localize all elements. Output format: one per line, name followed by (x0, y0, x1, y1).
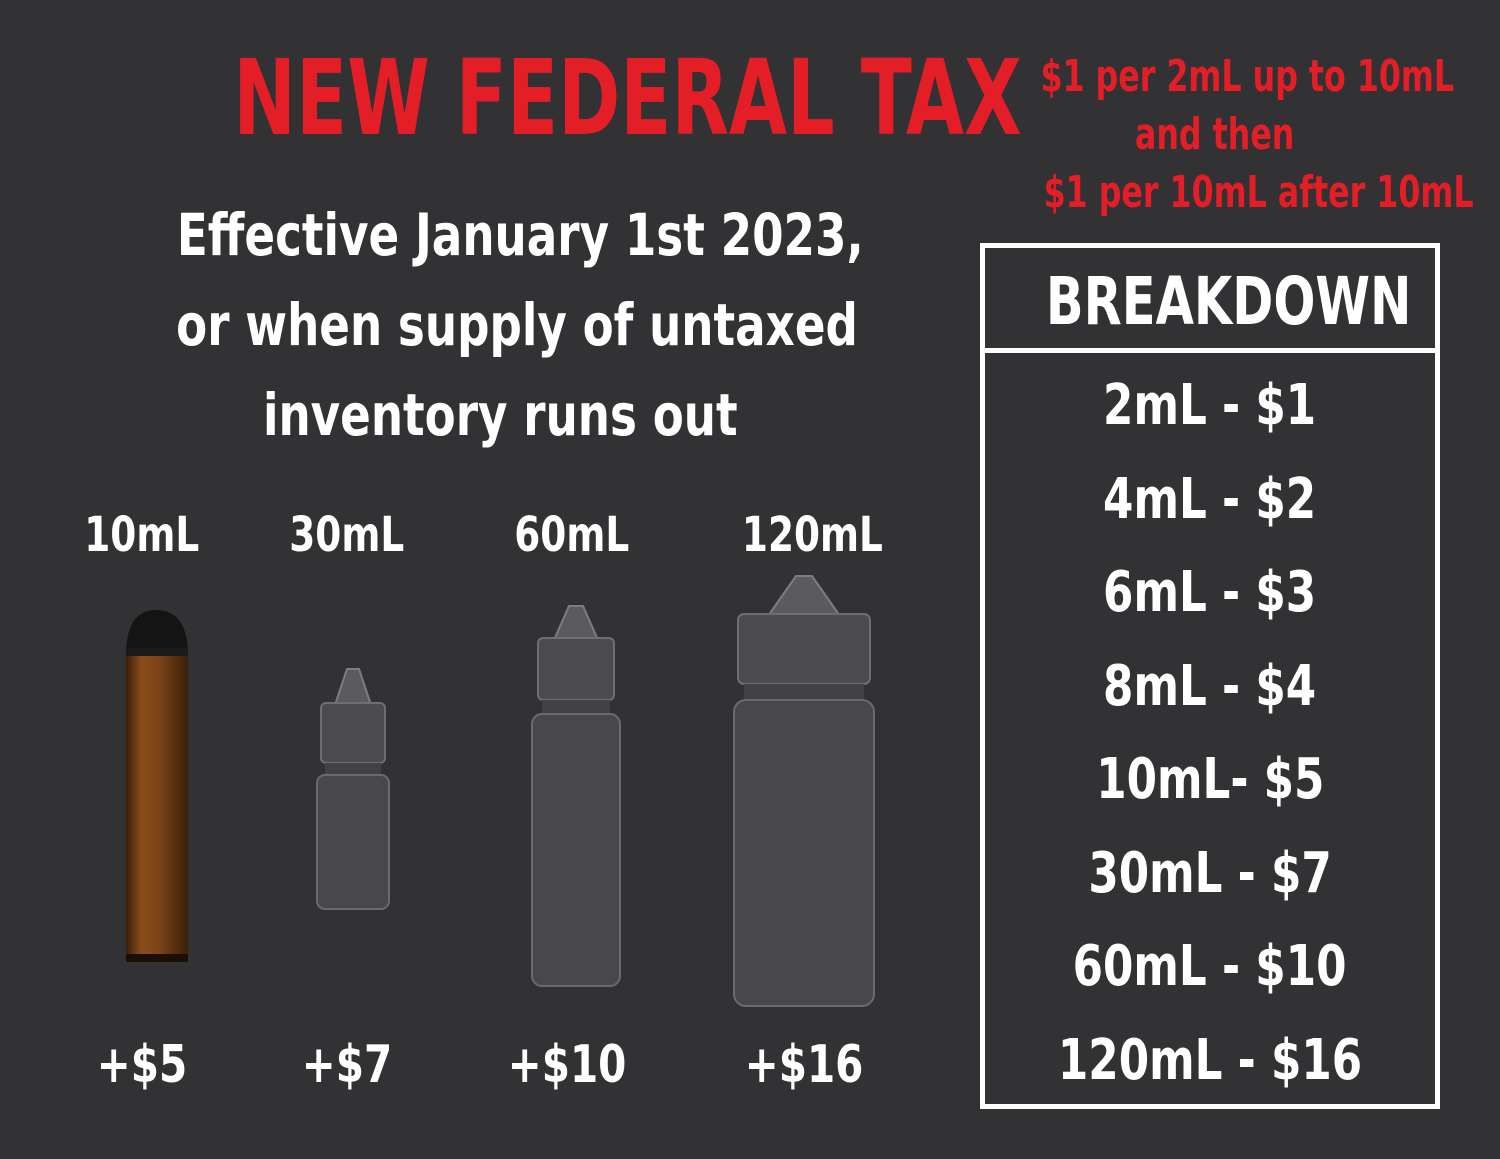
rate-line: $1 per 10mL after 10mL (1043, 167, 1474, 218)
breakdown-row: 6mL - $3 (1103, 560, 1317, 625)
breakdown-row: 8mL - $4 (1103, 653, 1317, 719)
product-tax-price: +$5 (96, 1035, 188, 1095)
bottle-icon (316, 668, 390, 910)
breakdown-heading: BREAKDOWN (985, 248, 1435, 353)
bottle-icon (531, 605, 621, 987)
breakdown-row: 60mL - $10 (1073, 934, 1347, 999)
tax-rate-note: $1 per 2mL up to 10mL and then $1 per 10… (960, 48, 1473, 222)
breakdown-row: 10mL- $5 (1095, 747, 1325, 812)
product-tax-price: +$16 (744, 1035, 864, 1095)
breakdown-row: 4mL - $2 (1103, 466, 1317, 532)
breakdown-table: BREAKDOWN 2mL - $1 4mL - $2 6mL - $3 8mL… (980, 243, 1440, 1109)
page-title: NEW FEDERAL TAX (233, 37, 1022, 159)
breakdown-row: 2mL - $1 (1103, 373, 1317, 438)
product-size-label: 10mL (84, 507, 200, 563)
subtitle-line: or when supply of untaxed (176, 291, 858, 359)
bottle-icon (733, 575, 875, 1007)
product-tax-price: +$7 (301, 1035, 393, 1095)
breakdown-row: 30mL - $7 (1088, 840, 1332, 906)
product-tax-price: +$10 (507, 1035, 627, 1095)
product-size-label: 60mL (514, 507, 630, 563)
rate-line: $1 per 2mL up to 10mL (1040, 51, 1455, 102)
product-size-label: 120mL (741, 507, 883, 563)
subtitle-line: Effective January 1st 2023, (176, 201, 864, 269)
effective-date-text: Effective January 1st 2023, or when supp… (80, 190, 920, 460)
disposable-vape-icon (126, 610, 188, 962)
rate-line: and then (1135, 109, 1295, 160)
breakdown-row: 120mL - $16 (1057, 1027, 1363, 1093)
product-size-label: 30mL (289, 507, 405, 563)
subtitle-line: inventory runs out (262, 381, 738, 449)
